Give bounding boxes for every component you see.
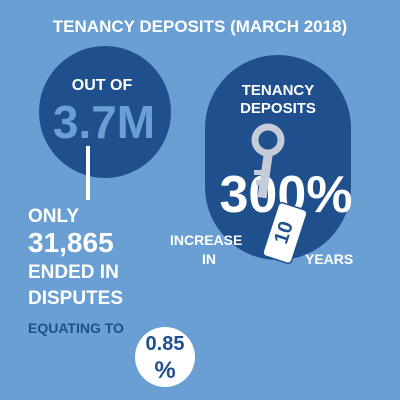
ended-in-label: ENDED IN bbox=[28, 262, 119, 283]
increase-label: INCREASE bbox=[170, 232, 242, 248]
total-value: 3.7M bbox=[53, 96, 155, 148]
increase-pill bbox=[205, 55, 351, 260]
disputes-label: DISPUTES bbox=[28, 288, 123, 309]
percent-circle bbox=[135, 327, 195, 387]
only-label: ONLY bbox=[28, 206, 79, 227]
total-circle bbox=[39, 46, 171, 178]
heading-line1: TENANCY bbox=[242, 82, 315, 99]
year-tag: 10 bbox=[262, 202, 308, 264]
percent-number: 0.85 bbox=[146, 333, 185, 355]
heading-line2: DEPOSITS bbox=[240, 100, 316, 117]
equating-to-label: EQUATING TO bbox=[28, 320, 124, 336]
dispute-count: 31,865 bbox=[28, 227, 114, 258]
years-label: YEARS bbox=[305, 251, 353, 267]
key-icon bbox=[251, 123, 285, 199]
out-of-label: OUT OF bbox=[72, 77, 133, 94]
percent-sign: % bbox=[154, 357, 175, 384]
title: TENANCY DEPOSITS (MARCH 2018) bbox=[53, 17, 347, 36]
in-label: IN bbox=[202, 251, 216, 267]
